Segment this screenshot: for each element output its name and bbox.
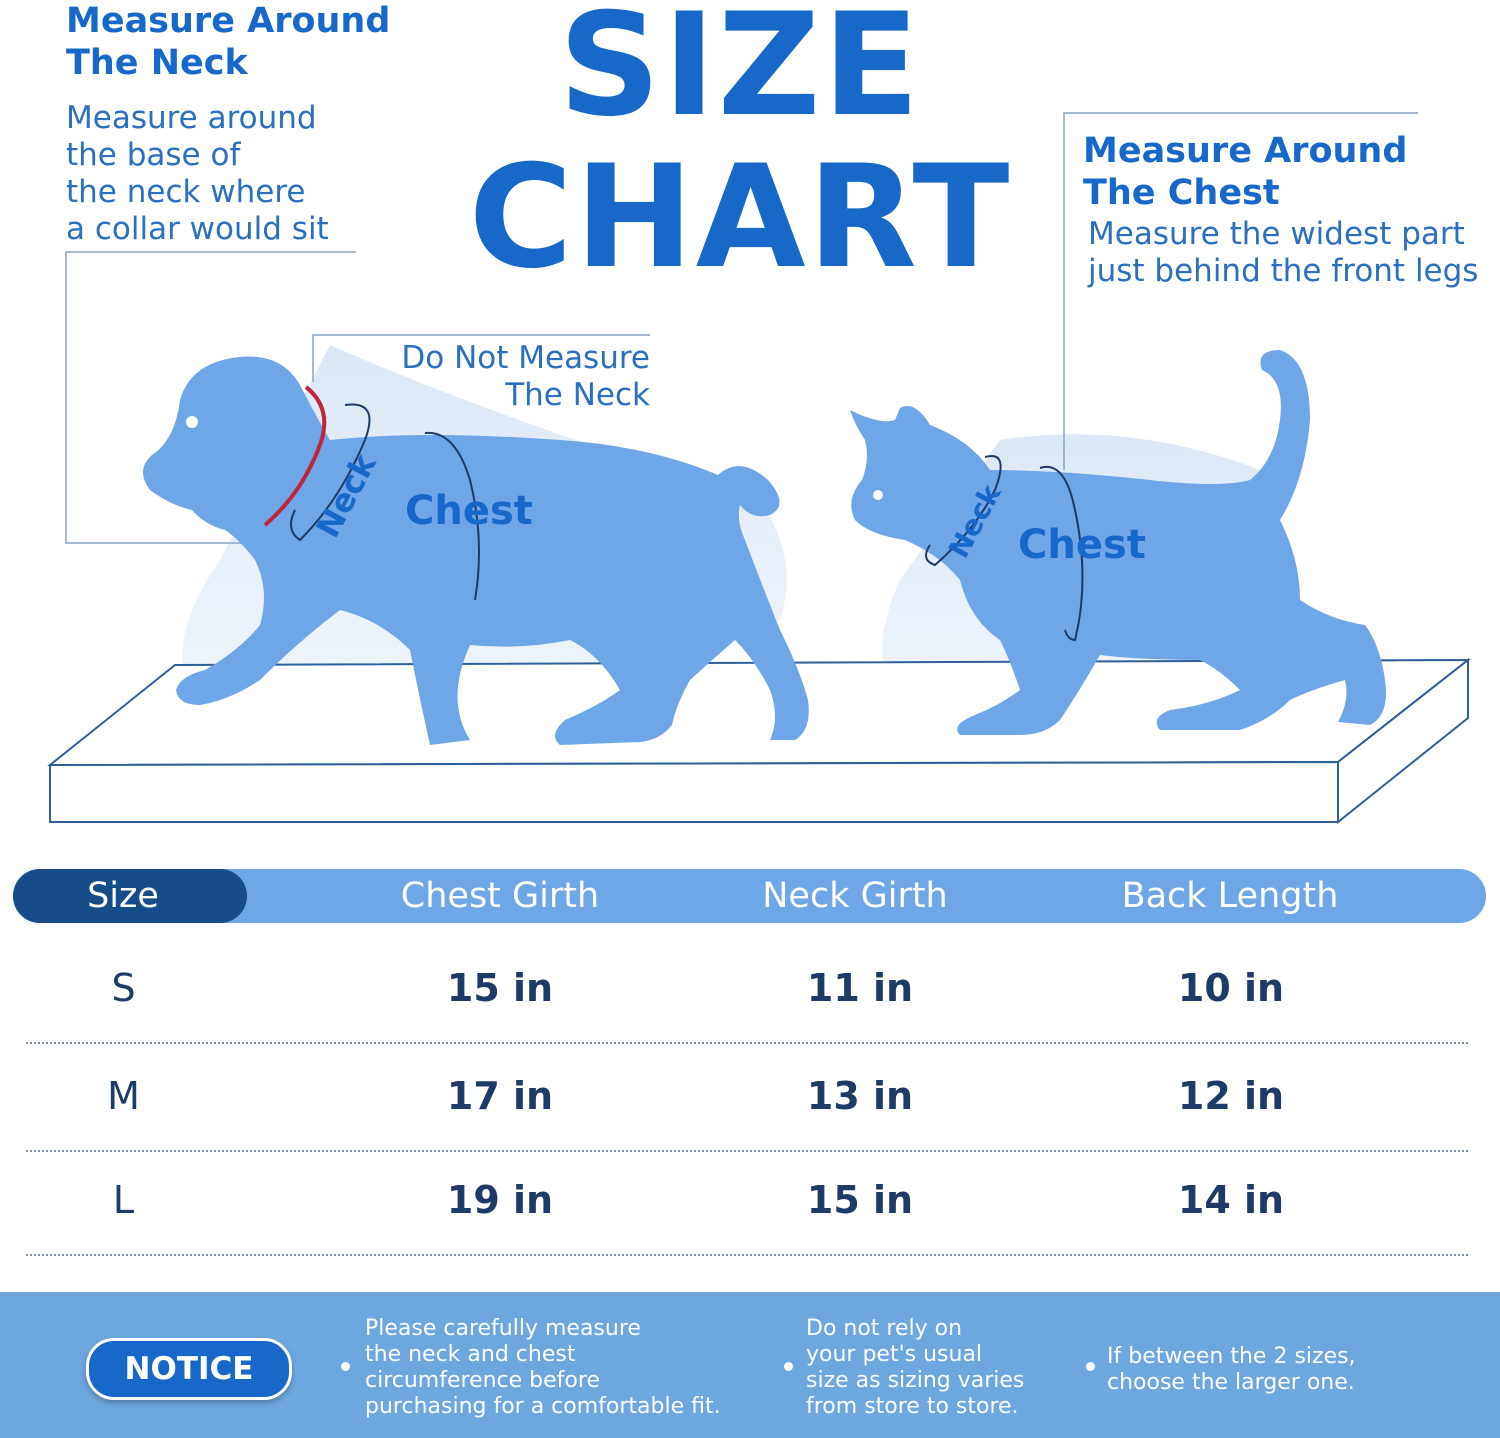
back-length-cell: 14 in	[1177, 1178, 1285, 1222]
neck-guide-heading: Measure Around The Neck	[66, 0, 390, 84]
notice-note-1: Please carefully measure the neck and ch…	[365, 1316, 721, 1420]
neck-desc-line: the base of	[66, 137, 241, 173]
note-line: from store to store.	[806, 1394, 1019, 1419]
chest-heading-line: The Chest	[1083, 173, 1280, 213]
header-neck-girth: Neck Girth	[762, 876, 948, 916]
row-divider	[26, 1254, 1468, 1256]
chest-desc-line: Measure the widest part	[1088, 216, 1465, 252]
size-cell: M	[107, 1074, 140, 1118]
notice-badge: NOTICE	[86, 1338, 292, 1400]
dog-silhouette	[142, 356, 809, 745]
note-line: circumference before	[365, 1368, 600, 1393]
cat-chest-label: Chest	[1018, 522, 1146, 568]
neck-desc-line: the neck where	[66, 174, 306, 210]
table-header-bar	[13, 869, 1486, 923]
back-length-cell: 10 in	[1177, 966, 1285, 1010]
neck-desc-line: Measure around	[66, 100, 317, 136]
platform	[47, 657, 1471, 825]
table-row: S 15 in 11 in 10 in	[26, 938, 1468, 1044]
neck-heading-line: Measure Around	[66, 1, 391, 41]
chest-guide-description: Measure the widest part just behind the …	[1088, 216, 1478, 290]
size-cell: S	[111, 966, 136, 1010]
dog-chest-label: Chest	[405, 488, 533, 534]
note-line: choose the larger one.	[1107, 1370, 1355, 1395]
do-not-measure-line: The Neck	[505, 377, 650, 413]
neck-girth-cell: 15 in	[806, 1178, 914, 1222]
collar-red	[263, 385, 327, 527]
measure-curves	[290, 403, 1084, 642]
note-line: purchasing for a comfortable fit.	[365, 1394, 721, 1419]
chest-guide-heading: Measure Around The Chest	[1083, 130, 1407, 214]
note-line: your pet's usual	[806, 1342, 983, 1367]
cat-silhouette	[850, 350, 1386, 735]
header-chest-girth: Chest Girth	[400, 876, 600, 916]
neck-girth-cell: 11 in	[806, 966, 914, 1010]
neck-guide-description: Measure around the base of the neck wher…	[66, 100, 329, 248]
row-divider	[26, 1042, 1468, 1044]
chest-girth-cell: 17 in	[446, 1074, 554, 1118]
bullet-icon	[784, 1362, 793, 1371]
note-line: Do not rely on	[806, 1316, 963, 1341]
table-row: M 17 in 13 in 12 in	[26, 1046, 1468, 1152]
size-header-pill	[13, 869, 247, 923]
size-cell: L	[112, 1178, 135, 1222]
bullet-icon	[341, 1362, 350, 1371]
page-title: SIZE CHART	[468, 0, 1012, 300]
chest-desc-line: just behind the front legs	[1088, 253, 1479, 289]
note-line: If between the 2 sizes,	[1107, 1344, 1356, 1369]
back-length-cell: 12 in	[1177, 1074, 1285, 1118]
row-divider	[26, 1150, 1468, 1152]
dog-eye	[186, 416, 198, 428]
notice-note-3: If between the 2 sizes, choose the large…	[1107, 1344, 1356, 1396]
note-line: the neck and chest	[365, 1342, 576, 1367]
neck-heading-line: The Neck	[66, 43, 248, 83]
notice-note-2: Do not rely on your pet's usual size as …	[806, 1316, 1024, 1420]
do-not-measure-callout: Do Not Measure The Neck	[330, 340, 650, 414]
neck-desc-line: a collar would sit	[66, 211, 329, 247]
header-size: Size	[87, 876, 159, 916]
chest-heading-line: Measure Around	[1083, 131, 1408, 171]
header-back-length: Back Length	[1121, 876, 1339, 916]
callout-lines	[65, 112, 1418, 544]
note-line: Please carefully measure	[365, 1316, 641, 1341]
note-line: size as sizing varies	[806, 1368, 1025, 1393]
chest-girth-cell: 15 in	[446, 966, 554, 1010]
bullet-icon	[1086, 1362, 1095, 1371]
do-not-measure-line: Do Not Measure	[401, 340, 650, 376]
neck-girth-cell: 13 in	[806, 1074, 914, 1118]
chest-girth-cell: 19 in	[446, 1178, 554, 1222]
table-row: L 19 in 15 in 14 in	[26, 1150, 1468, 1256]
pets-illustration: Neck Chest Neck Chest	[47, 112, 1471, 825]
cat-eye	[873, 490, 883, 500]
